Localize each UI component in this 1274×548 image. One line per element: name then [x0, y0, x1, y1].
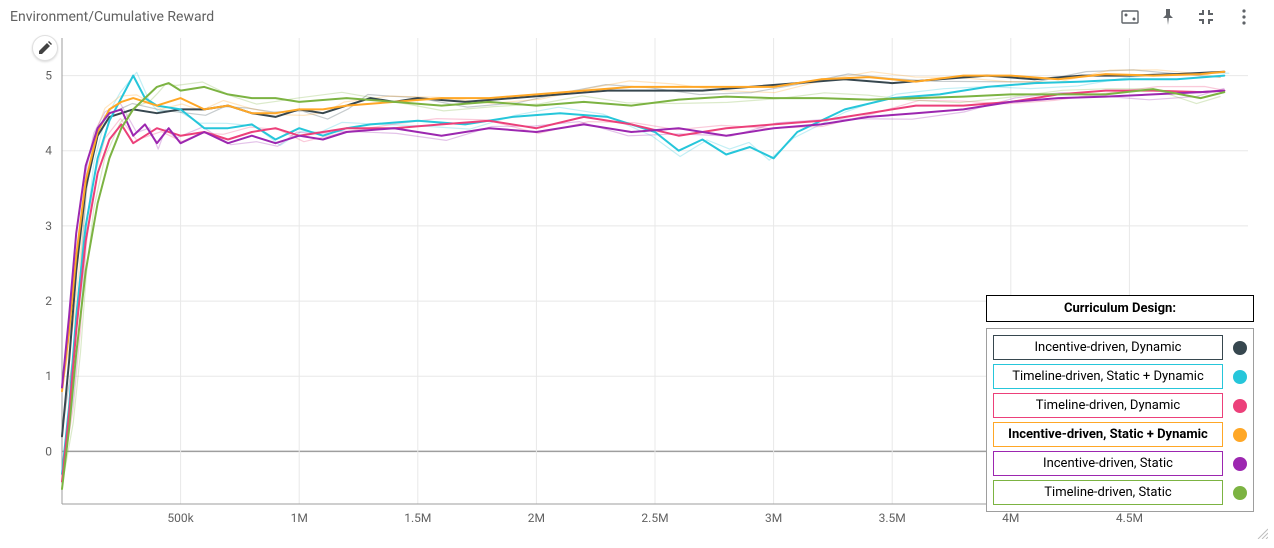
legend-item[interactable]: Timeline-driven, Static [993, 478, 1247, 507]
svg-text:0: 0 [45, 444, 52, 458]
legend-item-label: Incentive-driven, Static [993, 451, 1223, 476]
legend-swatch-icon [1233, 428, 1247, 442]
chart-title: Environment/Cumulative Reward [10, 9, 214, 25]
legend-item-label: Incentive-driven, Static + Dynamic [993, 422, 1223, 447]
legend-item-label: Incentive-driven, Dynamic [993, 335, 1223, 360]
edit-fab[interactable] [32, 35, 58, 61]
svg-text:2M: 2M [528, 511, 545, 525]
legend-item-label: Timeline-driven, Static [993, 480, 1223, 505]
svg-text:4.5M: 4.5M [1116, 511, 1143, 525]
legend-list: Incentive-driven, Dynamic Timeline-driven… [986, 328, 1254, 512]
legend-swatch-icon [1233, 486, 1247, 500]
svg-text:3M: 3M [765, 511, 782, 525]
svg-text:1: 1 [45, 369, 52, 383]
pin-icon[interactable] [1158, 7, 1178, 27]
legend: Curriculum Design: Incentive-driven, Dyn… [986, 295, 1254, 512]
svg-text:4: 4 [45, 144, 52, 158]
legend-item[interactable]: Timeline-driven, Dynamic [993, 391, 1247, 420]
legend-item-label: Timeline-driven, Static + Dynamic [993, 364, 1223, 389]
card-toolbar [1120, 7, 1254, 27]
svg-text:2: 2 [45, 294, 52, 308]
svg-text:500k: 500k [167, 511, 194, 525]
resize-grip-icon[interactable] [1256, 527, 1268, 542]
svg-text:1.5M: 1.5M [404, 511, 431, 525]
svg-text:1M: 1M [291, 511, 308, 525]
card-header: Environment/Cumulative Reward [0, 0, 1274, 32]
svg-text:4M: 4M [1002, 511, 1019, 525]
svg-text:2.5M: 2.5M [641, 511, 668, 525]
legend-item[interactable]: Incentive-driven, Dynamic [993, 333, 1247, 362]
more-vert-icon[interactable] [1234, 7, 1254, 27]
fit-domain-icon[interactable] [1120, 7, 1140, 27]
legend-item[interactable]: Incentive-driven, Static [993, 449, 1247, 478]
legend-swatch-icon [1233, 399, 1247, 413]
svg-text:3: 3 [45, 219, 52, 233]
svg-text:3.5M: 3.5M [879, 511, 906, 525]
legend-item-label: Timeline-driven, Dynamic [993, 393, 1223, 418]
svg-text:5: 5 [45, 69, 52, 83]
legend-swatch-icon [1233, 370, 1247, 384]
legend-swatch-icon [1233, 341, 1247, 355]
legend-swatch-icon [1233, 457, 1247, 471]
legend-title: Curriculum Design: [986, 295, 1254, 322]
fullscreen-exit-icon[interactable] [1196, 7, 1216, 27]
legend-item[interactable]: Incentive-driven, Static + Dynamic [993, 420, 1247, 449]
legend-item[interactable]: Timeline-driven, Static + Dynamic [993, 362, 1247, 391]
